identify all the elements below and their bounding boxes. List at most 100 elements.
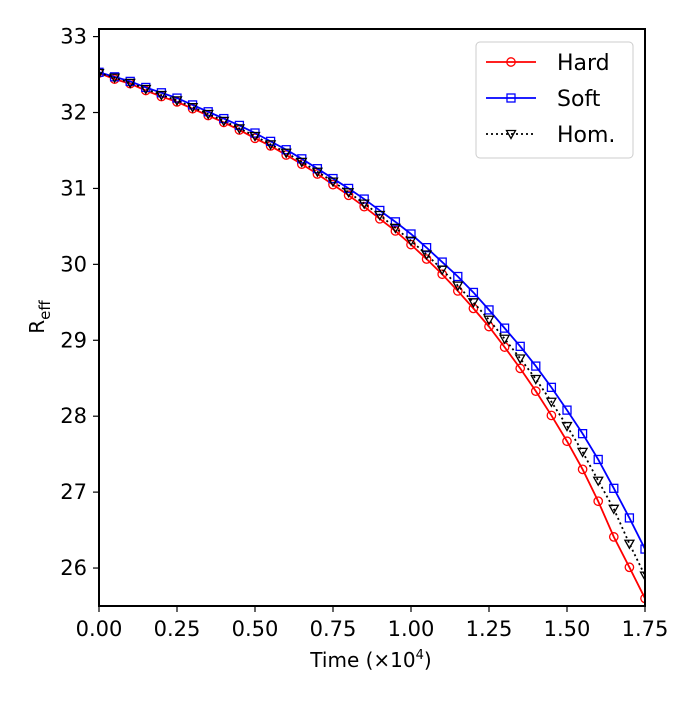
data-point xyxy=(467,298,480,309)
legend-box xyxy=(475,41,634,159)
data-point xyxy=(530,386,541,396)
data-point xyxy=(453,271,463,282)
data-point xyxy=(249,131,261,142)
data-point xyxy=(546,410,557,421)
data-point xyxy=(546,382,557,392)
data-point xyxy=(328,179,338,190)
data-point xyxy=(405,236,417,247)
data-point xyxy=(576,447,589,458)
data-point xyxy=(592,476,604,487)
data-point xyxy=(530,374,542,385)
data-point xyxy=(640,544,645,554)
data-point xyxy=(342,188,355,199)
data-point xyxy=(515,341,525,352)
x-axis-title: Time (×104) xyxy=(309,648,431,672)
data-point xyxy=(343,190,354,201)
y-tick-label: 28 xyxy=(60,404,87,428)
y-tick-label: 29 xyxy=(60,328,87,352)
data-point xyxy=(531,361,541,371)
data-point xyxy=(593,454,603,465)
x-tick-label: 1.50 xyxy=(544,617,591,641)
legend-label: Soft xyxy=(557,87,601,112)
data-point xyxy=(296,157,308,168)
data-point xyxy=(280,148,292,159)
y-tick-label: 30 xyxy=(60,252,87,276)
x-tick-label: 0.00 xyxy=(76,617,123,641)
plot-frame xyxy=(98,28,646,607)
x-tick-label: 1.75 xyxy=(622,617,669,641)
data-point xyxy=(99,68,105,79)
series-hom xyxy=(99,68,645,582)
data-point xyxy=(545,397,558,408)
data-point xyxy=(281,150,292,160)
y-axis-title: Reff xyxy=(25,300,54,334)
data-point xyxy=(608,532,619,542)
data-point xyxy=(155,90,168,101)
data-point xyxy=(186,103,199,114)
data-point xyxy=(609,483,619,493)
data-point xyxy=(99,67,104,77)
x-axis-title-end: ) xyxy=(424,648,432,672)
data-point xyxy=(514,354,526,365)
data-point xyxy=(468,287,479,298)
data-point xyxy=(452,286,463,296)
data-point xyxy=(562,436,572,447)
data-point xyxy=(421,254,432,264)
x-axis-title-sup: 4 xyxy=(416,648,424,663)
data-point xyxy=(577,464,588,475)
data-point xyxy=(420,250,433,261)
data-point xyxy=(639,571,645,582)
data-point xyxy=(577,429,588,439)
data-point xyxy=(436,265,448,276)
data-point xyxy=(250,133,260,144)
data-point xyxy=(623,539,636,550)
data-point xyxy=(561,421,573,432)
legend-label: Hom. xyxy=(557,123,615,148)
data-point xyxy=(484,305,494,315)
x-axis-title-text: Time (×10 xyxy=(309,648,415,672)
x-tick-label: 1.25 xyxy=(466,617,513,641)
data-point xyxy=(218,116,230,127)
y-axis-title-text: R xyxy=(25,320,49,334)
legend-label: Hard xyxy=(557,51,610,76)
data-point xyxy=(358,199,370,210)
data-point xyxy=(624,513,635,523)
data-point xyxy=(171,96,183,107)
data-point xyxy=(484,321,494,332)
x-tick-label: 0.25 xyxy=(154,617,201,641)
data-point xyxy=(624,562,635,573)
data-point xyxy=(483,315,495,326)
legend-marker xyxy=(505,129,517,140)
data-point xyxy=(264,140,277,151)
data-point xyxy=(593,496,604,507)
data-point xyxy=(124,78,136,89)
x-tick-label: 1.00 xyxy=(388,617,435,641)
y-tick-label: 31 xyxy=(60,176,87,200)
data-point xyxy=(389,223,402,234)
data-point xyxy=(374,210,386,221)
legend-marker xyxy=(506,57,516,67)
x-tick-label: 0.75 xyxy=(310,617,357,641)
data-point xyxy=(390,217,401,227)
legend: Hard Soft Hom. xyxy=(475,41,634,159)
data-point xyxy=(452,281,464,292)
data-point xyxy=(468,303,479,314)
y-tick-label: 27 xyxy=(60,480,87,504)
data-point xyxy=(499,323,510,333)
x-tick-label: 0.50 xyxy=(232,617,279,641)
series-layer xyxy=(99,67,645,604)
data-point xyxy=(140,84,152,95)
data-point xyxy=(498,334,511,345)
data-point xyxy=(311,167,324,178)
data-point xyxy=(421,243,432,253)
data-point xyxy=(233,124,246,135)
y-axis-title-sub: eff xyxy=(36,300,54,320)
y-tick-label: 33 xyxy=(60,25,87,49)
legend-marker xyxy=(506,93,516,103)
y-tick-label: 26 xyxy=(60,556,87,580)
y-tick-label: 32 xyxy=(60,101,87,125)
data-point xyxy=(327,177,339,188)
data-point xyxy=(202,109,214,120)
data-point xyxy=(108,73,121,84)
